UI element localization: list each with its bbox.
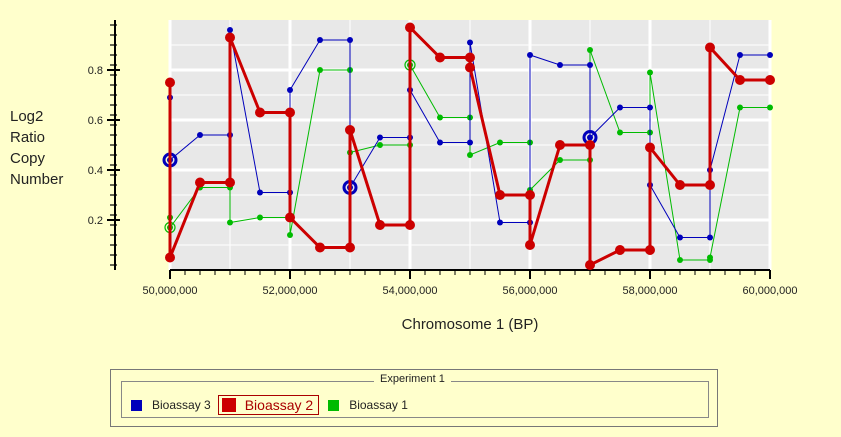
data-point-bioassay-2 xyxy=(585,140,595,150)
data-point-bioassay-2 xyxy=(195,177,205,188)
data-point-bioassay-2 xyxy=(255,107,265,118)
y-axis-label-line: Log2 xyxy=(10,108,44,125)
y-tick-label: 0.8 xyxy=(88,65,103,77)
data-point-bioassay-3 xyxy=(617,104,623,111)
legend-group: Experiment 1 Bioassay 3 Bioassay 2 Bioas… xyxy=(121,373,709,418)
data-point-bioassay-2 xyxy=(285,107,295,118)
data-point-bioassay-2 xyxy=(345,125,355,135)
data-point-bioassay-3 xyxy=(377,134,383,141)
data-point-bioassay-3 xyxy=(467,39,473,46)
legend-swatch xyxy=(221,398,236,412)
data-point-bioassay-2 xyxy=(465,62,475,73)
legend-swatch xyxy=(328,399,340,411)
legend-title: Experiment 1 xyxy=(374,373,451,385)
x-axis-label: Chromosome 1 (BP) xyxy=(402,316,539,333)
data-point-bioassay-1 xyxy=(467,152,473,158)
data-point-bioassay-3 xyxy=(227,27,233,33)
legend-label: Bioassay 2 xyxy=(244,397,314,413)
data-point-bioassay-2 xyxy=(285,212,295,223)
data-point-bioassay-3 xyxy=(767,52,773,58)
data-point-bioassay-2 xyxy=(405,22,415,33)
data-point-bioassay-3 xyxy=(677,234,683,241)
data-point-bioassay-1 xyxy=(497,139,503,146)
y-tick-label: 0.2 xyxy=(88,215,103,227)
data-point-bioassay-3 xyxy=(527,52,533,58)
data-point-bioassay-1 xyxy=(317,67,323,73)
y-tick-label: 0.6 xyxy=(88,115,103,127)
legend-item-bioassay-1[interactable]: Bioassay 1 xyxy=(328,398,408,412)
data-point-bioassay-3 xyxy=(197,132,203,138)
data-point-bioassay-1 xyxy=(557,157,563,163)
data-point-bioassay-3 xyxy=(347,37,353,43)
data-point-bioassay-1 xyxy=(227,219,233,226)
data-point-bioassay-2 xyxy=(495,190,505,200)
x-tick-label: 60,000,000 xyxy=(742,285,797,297)
x-tick-label: 52,000,000 xyxy=(262,285,317,297)
data-point-bioassay-2 xyxy=(435,52,445,63)
data-point-bioassay-3 xyxy=(257,189,263,196)
y-tick-label: 0.4 xyxy=(88,165,103,177)
data-point-bioassay-2 xyxy=(705,42,715,53)
data-point-bioassay-3 xyxy=(647,104,653,111)
data-point-bioassay-2 xyxy=(765,75,775,85)
legend-panel: Experiment 1 Bioassay 3 Bioassay 2 Bioas… xyxy=(110,369,718,427)
data-point-bioassay-2 xyxy=(525,190,535,200)
data-point-bioassay-2 xyxy=(225,177,235,188)
x-tick-label: 50,000,000 xyxy=(142,285,197,297)
legend-label: Bioassay 1 xyxy=(349,398,408,412)
x-tick-label: 54,000,000 xyxy=(382,285,437,297)
data-point-bioassay-2 xyxy=(465,52,475,63)
y-axis-label-line: Ratio xyxy=(10,129,46,146)
y-axis-label-line: Copy xyxy=(10,150,46,167)
y-axis-label: Log2 Ratio Copy Number xyxy=(10,106,63,190)
data-point-bioassay-1 xyxy=(647,69,653,76)
data-point-bioassay-2 xyxy=(375,220,385,230)
data-point-bioassay-1 xyxy=(617,129,623,136)
data-point-bioassay-1 xyxy=(287,232,293,238)
data-point-bioassay-2 xyxy=(675,180,685,190)
data-point-bioassay-2 xyxy=(645,245,655,255)
legend-item-bioassay-3[interactable]: Bioassay 3 xyxy=(131,398,211,412)
data-point-bioassay-1 xyxy=(707,254,713,261)
data-point-bioassay-2 xyxy=(345,242,355,253)
data-point-bioassay-1 xyxy=(767,104,773,111)
data-point-bioassay-3 xyxy=(707,234,713,241)
data-point-bioassay-3 xyxy=(287,87,293,93)
data-point-bioassay-2 xyxy=(165,252,175,263)
data-point-bioassay-2 xyxy=(705,180,715,190)
legend-swatch xyxy=(131,399,142,411)
data-point-bioassay-1 xyxy=(587,47,593,53)
x-tick-label: 58,000,000 xyxy=(622,285,677,297)
data-point-bioassay-2 xyxy=(615,245,625,255)
data-point-bioassay-2 xyxy=(165,77,175,88)
data-point-bioassay-2 xyxy=(735,75,745,85)
data-point-bioassay-3 xyxy=(317,37,323,43)
data-point-bioassay-1 xyxy=(737,104,743,111)
data-point-bioassay-1 xyxy=(677,257,683,263)
data-point-bioassay-2 xyxy=(405,220,415,230)
legend-items: Bioassay 3 Bioassay 2 Bioassay 1 xyxy=(131,395,417,415)
legend-item-bioassay-2[interactable]: Bioassay 2 xyxy=(217,395,320,415)
data-point-bioassay-3 xyxy=(587,134,593,141)
data-point-bioassay-2 xyxy=(585,260,595,270)
data-point-bioassay-1 xyxy=(257,214,263,221)
data-point-bioassay-3 xyxy=(557,62,563,68)
chart-canvas: 50,000,000 52,000,000 54,000,000 56,000,000… xyxy=(88,20,798,333)
data-point-bioassay-2 xyxy=(555,140,565,150)
data-point-bioassay-3 xyxy=(467,139,473,146)
data-point-bioassay-1 xyxy=(437,114,443,121)
data-point-bioassay-3 xyxy=(737,52,743,58)
data-point-bioassay-3 xyxy=(587,62,593,68)
data-point-bioassay-3 xyxy=(497,219,503,226)
data-point-bioassay-2 xyxy=(225,32,235,43)
data-point-bioassay-2 xyxy=(525,240,535,250)
data-point-bioassay-1 xyxy=(377,142,383,148)
data-point-bioassay-2 xyxy=(645,142,655,153)
data-point-bioassay-3 xyxy=(437,139,443,146)
data-point-bioassay-2 xyxy=(315,242,325,253)
x-tick-label: 56,000,000 xyxy=(502,285,557,297)
legend-label: Bioassay 3 xyxy=(152,398,211,412)
y-axis-label-line: Number xyxy=(10,171,64,188)
